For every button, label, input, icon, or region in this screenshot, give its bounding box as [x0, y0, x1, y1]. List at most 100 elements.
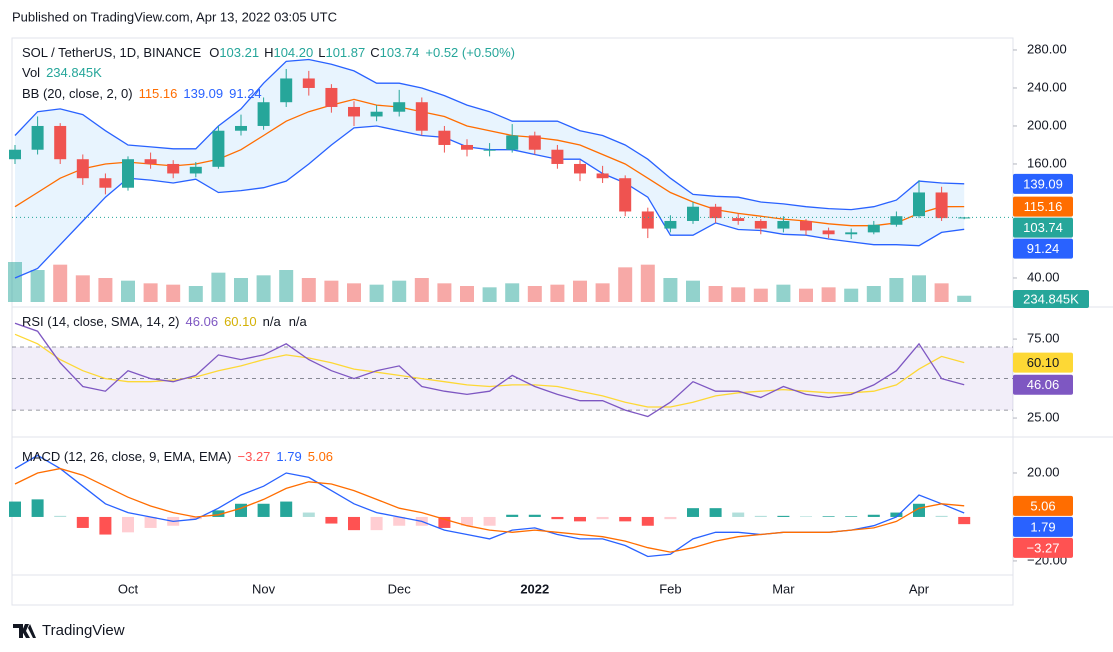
legend-text: 103.74 — [380, 45, 420, 60]
volume-bar — [369, 284, 384, 302]
candle-body — [438, 130, 451, 145]
macd-histogram-bar — [212, 510, 225, 517]
volume-bar — [121, 280, 135, 302]
y-tick-label: 40.00 — [1027, 269, 1060, 284]
macd-histogram-bar — [551, 516, 564, 520]
legend-text: 1.79 — [276, 449, 301, 464]
price-badge-label: 115.16 — [1024, 199, 1063, 214]
volume-bar — [663, 278, 678, 302]
volume-bar — [437, 283, 452, 302]
candle-body — [754, 220, 767, 229]
published-note: Published on TradingView.com, Apr 13, 20… — [12, 9, 337, 24]
macd-histogram-bar — [596, 516, 609, 520]
legend-text: O — [209, 45, 219, 60]
x-tick-label: Nov — [252, 581, 276, 596]
volume-bar — [708, 286, 723, 302]
volume-bar — [414, 278, 429, 302]
legend-text: 91.24 — [229, 86, 262, 101]
legend-text: 101.87 — [325, 45, 365, 60]
candle-body — [415, 102, 428, 131]
macd-histogram-bar — [619, 516, 632, 522]
price-badge-label: 91.24 — [1027, 241, 1060, 256]
legend-text: 234.845K — [46, 65, 102, 80]
y-tick-label: 280.00 — [1027, 41, 1067, 56]
volume-bar — [234, 278, 248, 302]
macd-histogram-bar — [754, 515, 767, 517]
volume-bar — [912, 275, 926, 302]
candle-body — [506, 135, 519, 150]
volume-badge — [1013, 290, 1089, 308]
volume-bar — [844, 288, 859, 302]
macd-histogram-bar — [370, 516, 383, 531]
volume-bar — [211, 272, 226, 302]
y-tick-label: 160.00 — [1027, 155, 1067, 170]
macd-histogram-bar — [958, 516, 971, 525]
legend-text: 103.21 — [219, 45, 259, 60]
candle-body — [732, 218, 745, 221]
macd-histogram-bar — [867, 514, 880, 517]
legend: Vol 234.845K — [22, 65, 102, 80]
price-badge — [1013, 217, 1073, 238]
macd-histogram-bar — [257, 503, 270, 517]
volume-bar — [53, 264, 68, 302]
macd-histogram-bar — [800, 516, 812, 517]
x-tick-label: Apr — [909, 581, 930, 596]
volume-bar — [550, 284, 565, 302]
candle-body — [641, 211, 654, 229]
candle-body — [212, 130, 225, 167]
volume-bar — [30, 270, 45, 302]
macd-histogram-bar — [641, 516, 654, 526]
price-badge-label: −3.27 — [1027, 540, 1060, 555]
volume-bar — [256, 275, 271, 302]
macd-histogram-bar — [325, 516, 338, 524]
volume-bar — [821, 287, 836, 302]
legend-text: L — [318, 45, 325, 60]
macd-histogram-bar — [935, 515, 948, 517]
macd-histogram-bar — [528, 514, 541, 517]
price-badge — [1013, 516, 1073, 537]
price-badge — [1013, 238, 1073, 259]
legend-text: C — [370, 45, 379, 60]
macd-histogram-bar — [99, 516, 112, 535]
bb-upper — [14, 58, 965, 211]
candle-body — [235, 125, 247, 131]
legend-text: 60.10 — [224, 314, 257, 329]
macd-histogram-bar — [302, 512, 315, 517]
legend-text: SOL / TetherUS, 1D, BINANCE — [22, 45, 202, 60]
x-tick-label: Dec — [388, 581, 412, 596]
volume-bar — [753, 288, 768, 302]
price-badge-label: 46.06 — [1027, 377, 1060, 392]
candle-body — [9, 149, 21, 160]
macd-histogram-bar — [144, 516, 157, 528]
x-tick-label: Mar — [772, 581, 795, 596]
candle-body — [709, 206, 722, 219]
logo — [13, 624, 36, 638]
macd-histogram-bar — [393, 516, 406, 526]
legend-text: BB (20, close, 2, 0) — [22, 86, 133, 101]
rsi-line — [14, 333, 965, 408]
price-badge — [1013, 537, 1073, 558]
legend-text: H — [264, 45, 273, 60]
legend-text: Vol — [22, 65, 40, 80]
candle-body — [31, 125, 44, 150]
macd-histogram-bar — [890, 512, 903, 517]
price-badge — [1013, 374, 1073, 395]
legend: RSI (14, close, SMA, 14, 2) 46.06 60.10 n/a… — [22, 314, 308, 329]
logo-mark — [13, 624, 36, 638]
volume-bar — [166, 284, 181, 302]
y-tick-label: 240.00 — [1027, 79, 1067, 94]
macd-histogram-bar — [845, 516, 858, 517]
macd-histogram-bar — [438, 516, 451, 528]
candle-body — [348, 106, 360, 117]
rsi-line — [14, 322, 965, 418]
macd-histogram-bar — [664, 516, 677, 520]
x-tick-label: Feb — [659, 581, 681, 596]
macd-histogram-bar — [9, 501, 21, 517]
candle-body — [76, 159, 89, 179]
volume-bar — [392, 280, 407, 302]
legend-text: +0.52 (+0.50%) — [425, 45, 515, 60]
candle-body — [800, 220, 812, 231]
x-tick-label: 2022 — [520, 581, 549, 596]
price-badge-label: 103.74 — [1023, 220, 1063, 235]
volume-bar — [505, 283, 520, 302]
